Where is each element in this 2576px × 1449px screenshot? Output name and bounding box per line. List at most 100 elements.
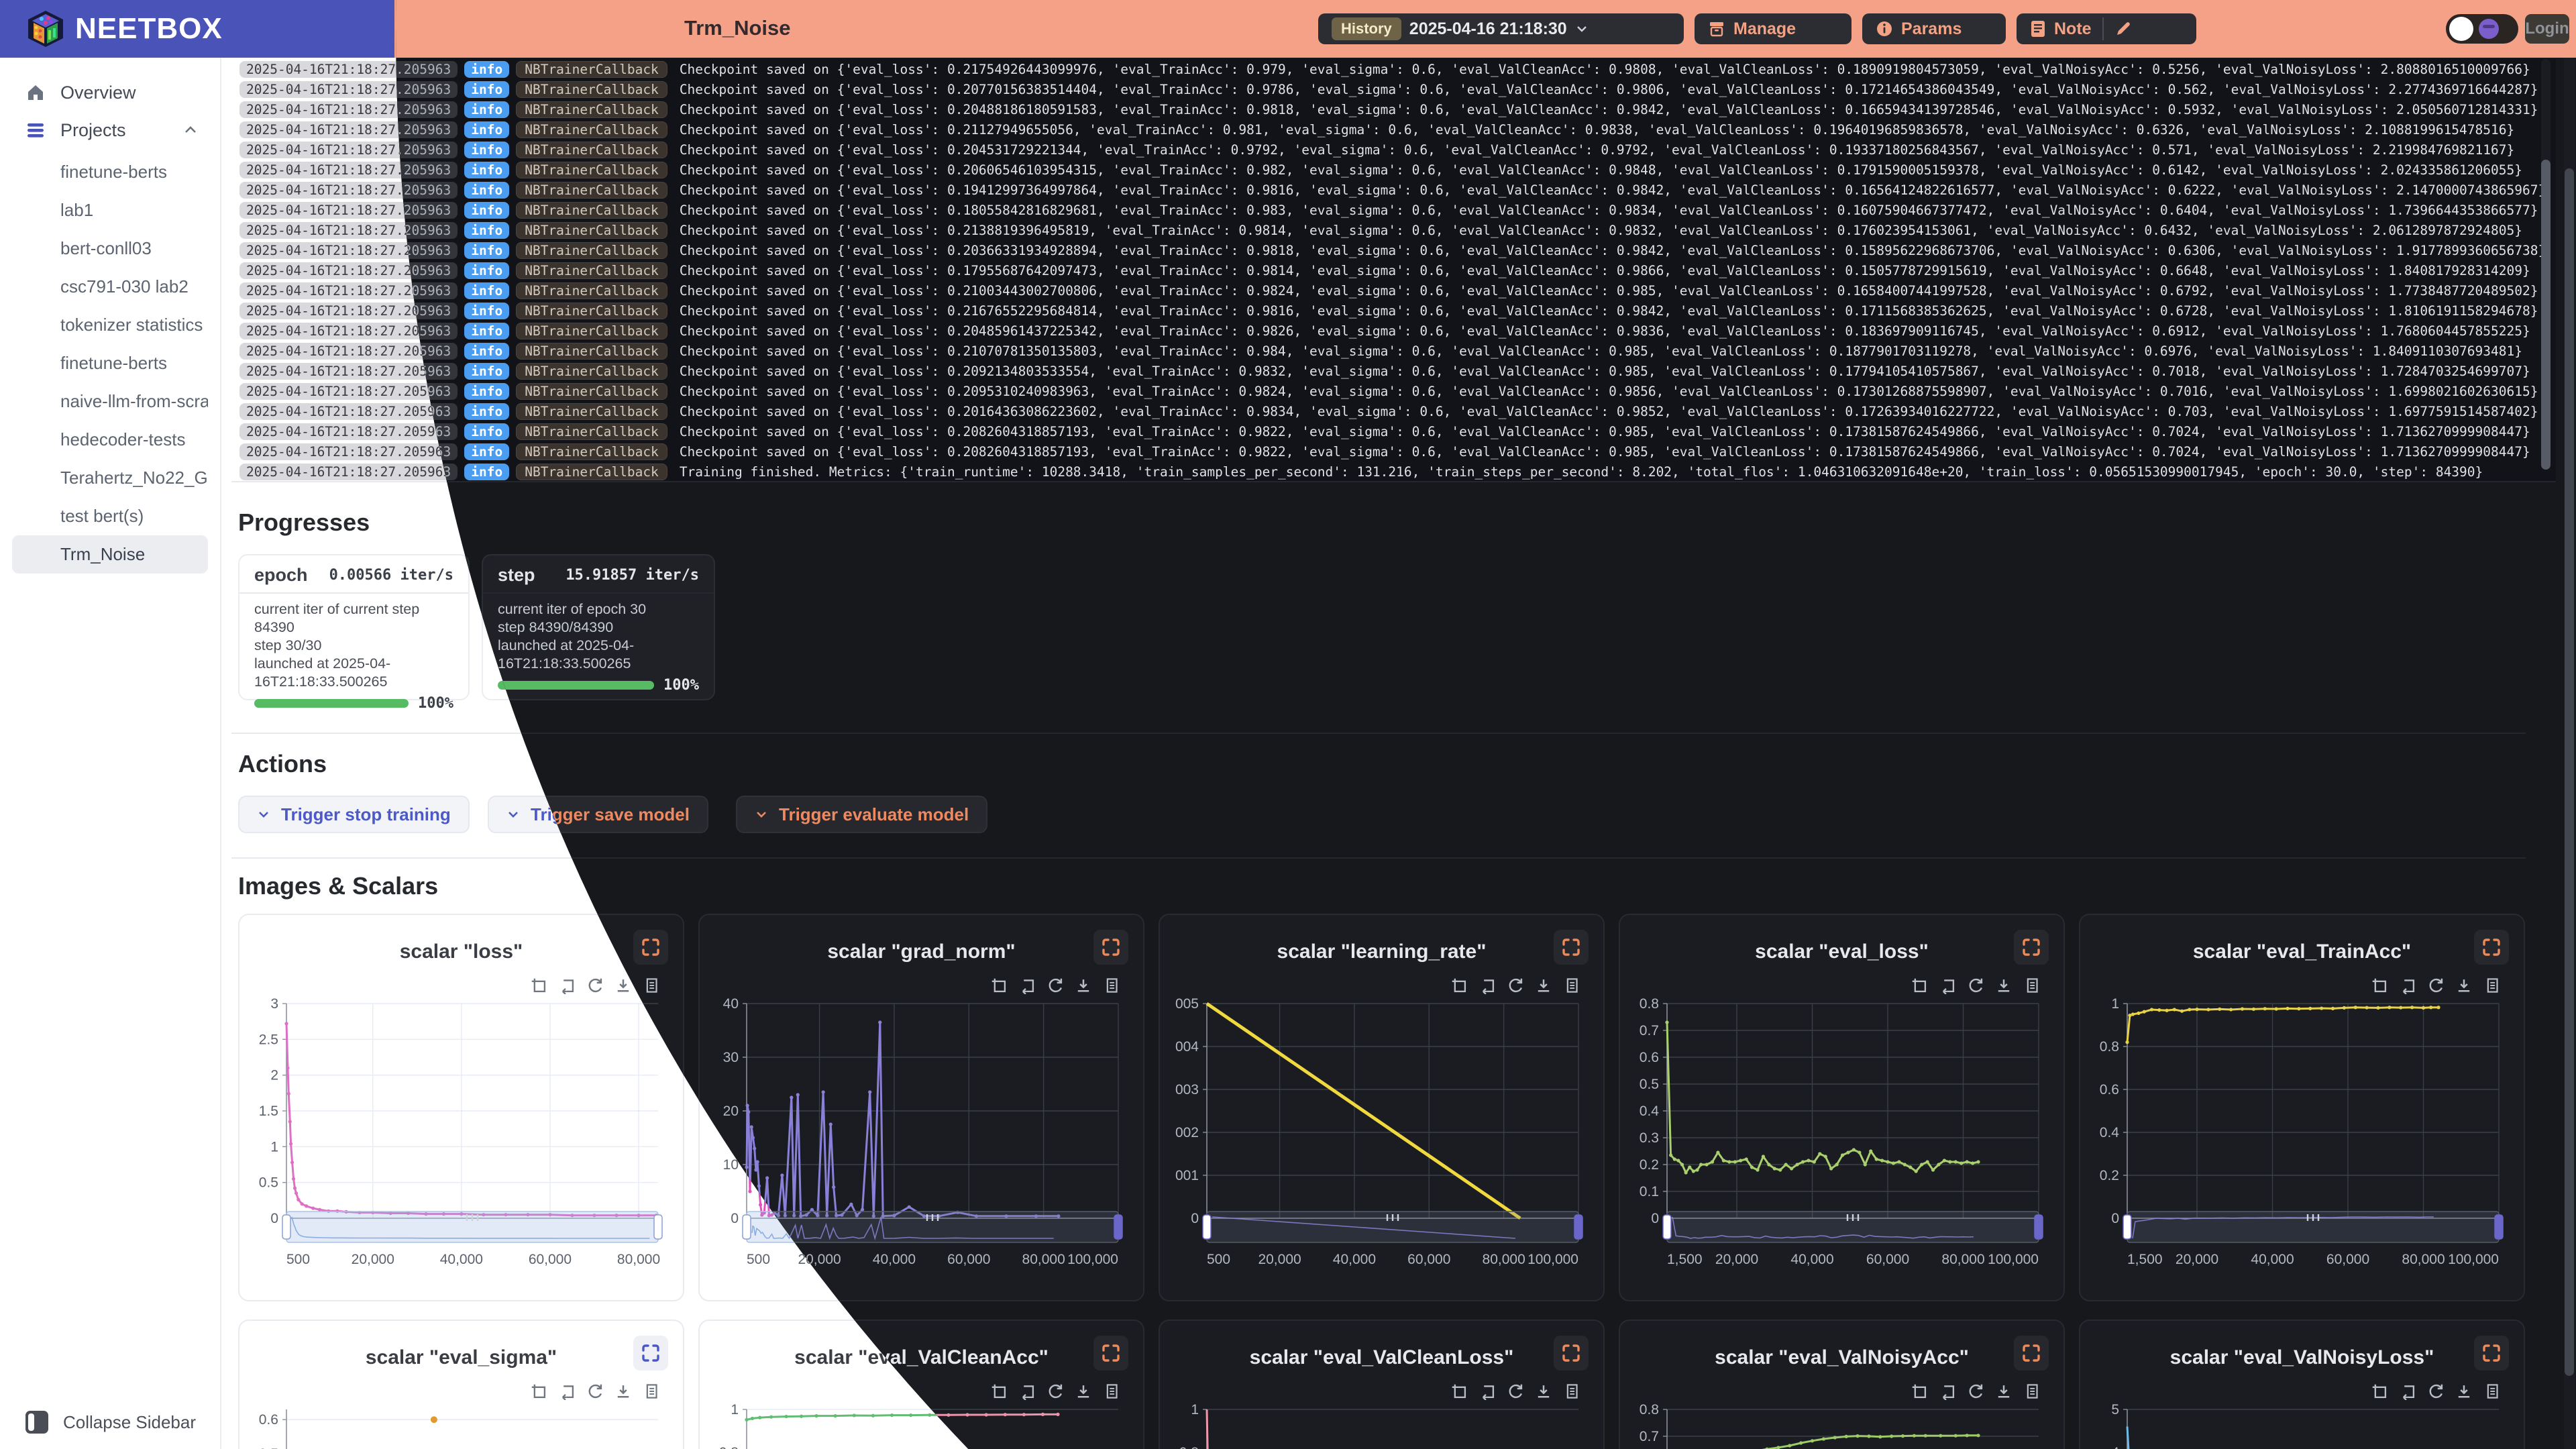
data-view-icon[interactable] xyxy=(643,1383,660,1400)
lasso-select-icon[interactable] xyxy=(1479,1383,1496,1400)
box-select-icon[interactable] xyxy=(530,977,547,994)
data-view-icon[interactable] xyxy=(2023,977,2041,994)
reset-zoom-icon[interactable] xyxy=(1507,977,1524,994)
lasso-select-icon[interactable] xyxy=(558,977,576,994)
fullscreen-button[interactable] xyxy=(2014,1336,2049,1371)
data-view-icon[interactable] xyxy=(2023,1383,2041,1400)
download-icon[interactable] xyxy=(1535,977,1552,994)
sidebar-project-item[interactable]: bert-conll03 xyxy=(60,238,152,258)
download-icon[interactable] xyxy=(2455,1383,2473,1400)
trigger-stop-training-button[interactable]: Trigger stop training xyxy=(238,796,470,833)
login-button[interactable]: Login xyxy=(2525,14,2569,44)
history-dropdown[interactable]: History 2025-04-16 21:18:30 xyxy=(1318,13,1684,44)
box-select-icon[interactable] xyxy=(2371,977,2388,994)
reset-zoom-icon[interactable] xyxy=(586,1383,604,1400)
box-select-icon[interactable] xyxy=(1911,1383,1928,1400)
log-line: 2025-04-16T21:18:27.205963infoNBTrainerC… xyxy=(396,462,2556,481)
edit-pencil-icon[interactable] xyxy=(2114,20,2132,38)
data-view-icon[interactable] xyxy=(2483,1383,2501,1400)
fullscreen-button[interactable] xyxy=(1093,1336,1128,1371)
sidebar-project-item[interactable]: finetune-berts xyxy=(60,162,167,182)
download-icon[interactable] xyxy=(1075,1383,1092,1400)
lasso-select-icon[interactable] xyxy=(1939,977,1956,994)
fullscreen-button[interactable] xyxy=(1093,930,1128,965)
sidebar-project-item[interactable]: finetune-berts xyxy=(60,353,167,373)
reset-zoom-icon[interactable] xyxy=(2427,1383,2445,1400)
box-select-icon[interactable] xyxy=(530,1383,547,1400)
download-icon[interactable] xyxy=(1075,977,1092,994)
lasso-select-icon[interactable] xyxy=(1939,1383,1956,1400)
download-icon[interactable] xyxy=(1995,1383,2012,1400)
download-icon[interactable] xyxy=(1535,1383,1552,1400)
collapse-sidebar-label: Collapse Sidebar xyxy=(63,1411,197,1432)
reset-zoom-icon[interactable] xyxy=(1046,1383,1064,1400)
reset-zoom-icon[interactable] xyxy=(586,977,604,994)
box-select-icon[interactable] xyxy=(1911,977,1928,994)
sidebar-project-item[interactable]: tokenizer statistics llama... xyxy=(60,315,208,335)
box-select-icon[interactable] xyxy=(990,977,1008,994)
box-select-icon[interactable] xyxy=(990,1383,1008,1400)
lasso-select-icon[interactable] xyxy=(2399,1383,2416,1400)
download-icon[interactable] xyxy=(1995,977,2012,994)
fullscreen-button[interactable] xyxy=(2014,930,2049,965)
lasso-select-icon[interactable] xyxy=(1018,977,1036,994)
log-line: 2025-04-16T21:18:27.205963infoNBTrainerC… xyxy=(396,240,2556,260)
fullscreen-button[interactable] xyxy=(633,930,668,965)
data-view-icon[interactable] xyxy=(643,977,660,994)
lasso-select-icon[interactable] xyxy=(1479,977,1496,994)
data-view-icon[interactable] xyxy=(1563,977,1580,994)
box-select-icon[interactable] xyxy=(1450,1383,1468,1400)
sidebar-project-item[interactable]: test bert(s) xyxy=(60,506,144,526)
fullscreen-button[interactable] xyxy=(1554,930,1589,965)
lasso-select-icon[interactable] xyxy=(1018,1383,1036,1400)
sidebar-item-overview[interactable]: Overview xyxy=(12,74,208,111)
sidebar-project-item[interactable]: csc791-030 lab2 xyxy=(60,276,189,297)
svg-text:0.1: 0.1 xyxy=(1640,1184,1659,1199)
box-select-icon[interactable] xyxy=(2371,1383,2388,1400)
lasso-select-icon[interactable] xyxy=(2399,977,2416,994)
sidebar-project-item[interactable]: hedecoder-tests xyxy=(60,429,186,449)
theme-toggle[interactable] xyxy=(2446,14,2518,44)
console-scrollbar-thumb[interactable] xyxy=(2541,160,2551,470)
data-view-icon[interactable] xyxy=(1563,1383,1580,1400)
fullscreen-button[interactable] xyxy=(2474,930,2509,965)
sidebar-project-item[interactable]: naive-llm-from-scratch xyxy=(60,391,208,411)
sidebar-item-projects[interactable]: Projects xyxy=(12,111,208,149)
page-scrollbar-thumb[interactable] xyxy=(2565,168,2574,1376)
box-select-icon[interactable] xyxy=(1450,977,1468,994)
trigger-evaluate-model-button[interactable]: Trigger evaluate model xyxy=(736,796,988,833)
download-icon[interactable] xyxy=(2455,977,2473,994)
reset-zoom-icon[interactable] xyxy=(1967,1383,1984,1400)
sidebar-project-item[interactable]: Terahertz_No22_Gl261_gl... xyxy=(60,468,208,488)
log-logger-badge: NBTrainerCallback xyxy=(516,181,667,199)
note-label[interactable]: Note xyxy=(2054,19,2092,38)
collapse-sidebar-button[interactable]: Collapse Sidebar xyxy=(0,1406,196,1438)
scalar-chart-card-loss: scalar "loss" 3 2.5 2 1.5 1 0.5 0 500 20,000 40,00… xyxy=(238,914,684,1301)
data-view-icon[interactable] xyxy=(1103,1383,1120,1400)
log-line: 2025-04-16T21:18:27.205963infoNBTrainerC… xyxy=(396,341,2556,361)
reset-zoom-icon[interactable] xyxy=(1507,1383,1524,1400)
download-icon[interactable] xyxy=(614,977,632,994)
download-icon[interactable] xyxy=(614,1383,632,1400)
chart-title: scalar "eval_sigma" xyxy=(365,1346,557,1368)
chevron-up-icon[interactable] xyxy=(182,122,199,138)
data-view-icon[interactable] xyxy=(1103,977,1120,994)
lasso-select-icon[interactable] xyxy=(558,1383,576,1400)
sidebar-project-item[interactable]: Trm_Noise xyxy=(12,535,208,574)
page-scrollbar[interactable] xyxy=(2564,58,2575,1449)
console-scrollbar[interactable] xyxy=(2541,59,2551,470)
sidebar-project-item[interactable]: lab1 xyxy=(60,200,94,220)
data-view-icon[interactable] xyxy=(2483,977,2501,994)
reset-zoom-icon[interactable] xyxy=(1967,977,1984,994)
reset-zoom-icon[interactable] xyxy=(1046,977,1064,994)
fullscreen-button[interactable] xyxy=(1554,1336,1589,1371)
manage-button[interactable]: Manage xyxy=(1695,13,1851,44)
fullscreen-button[interactable] xyxy=(2474,1336,2509,1371)
chart-title: scalar "eval_ValNoisyLoss" xyxy=(2169,1346,2434,1368)
progress-detail-line: launched at 2025-04- xyxy=(498,637,635,653)
params-button[interactable]: Params xyxy=(1862,13,2006,44)
svg-text:20,000: 20,000 xyxy=(352,1252,394,1267)
note-icon[interactable] xyxy=(2030,20,2046,38)
reset-zoom-icon[interactable] xyxy=(2427,977,2445,994)
fullscreen-button[interactable] xyxy=(633,1336,668,1371)
